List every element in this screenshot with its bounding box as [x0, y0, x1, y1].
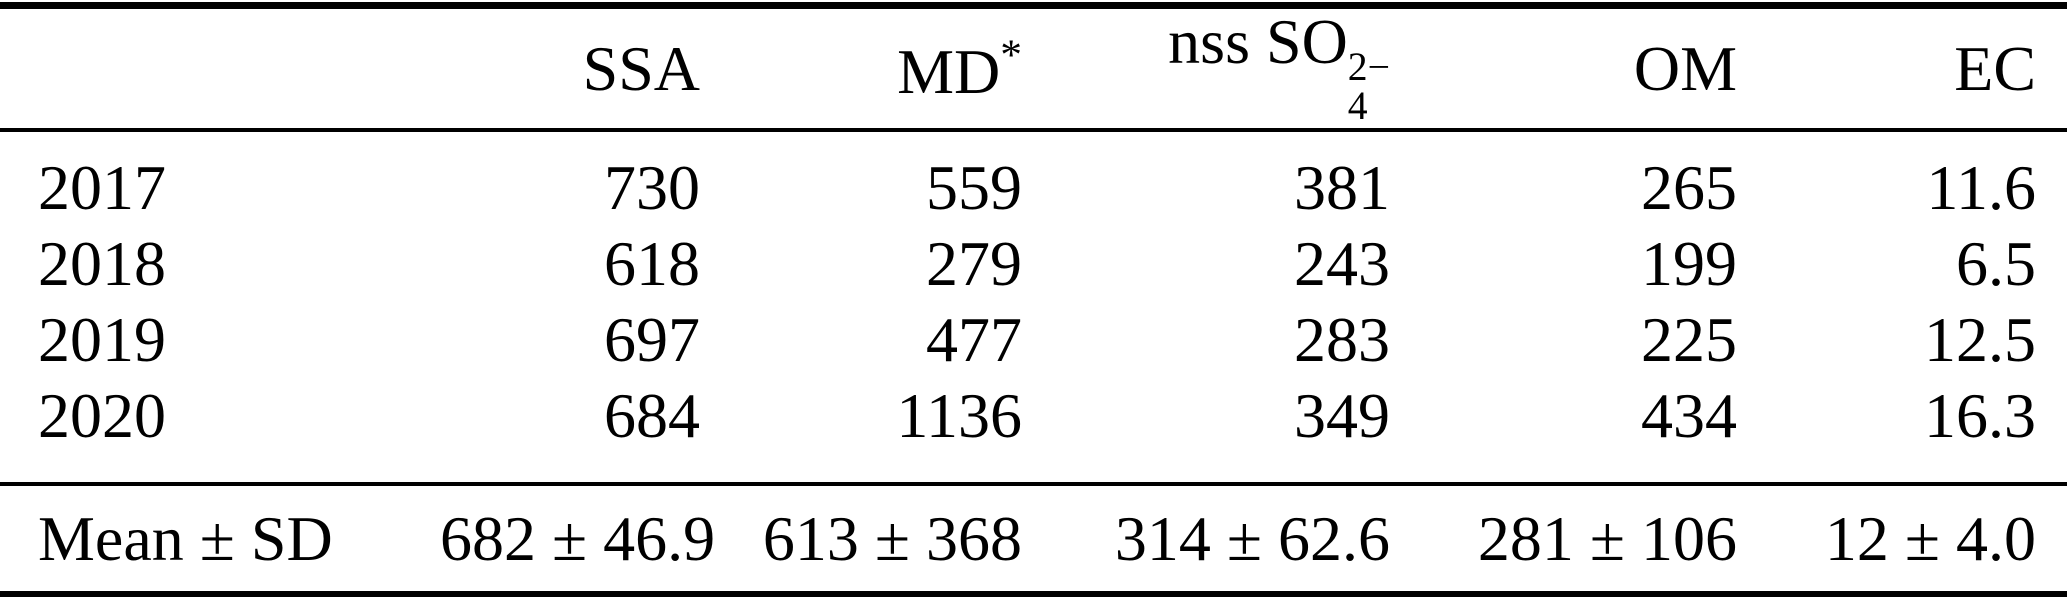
md-label: MD [897, 35, 1001, 107]
asterisk-superscript: * [1000, 30, 1022, 79]
col-header-ssa: SSA [440, 5, 700, 132]
cell-2020-md: 1136 [896, 380, 1022, 451]
col-header-ec: EC [1737, 5, 2067, 132]
col-header-md: MD* [700, 5, 1022, 132]
row-label-mean-sd: Mean ± SD [0, 482, 440, 594]
cell-2019-nss-sulfate: 283 [1294, 304, 1390, 375]
cell-2020-om: 434 [1641, 380, 1737, 451]
sulfate-ion-scripts: 2− 4 [1347, 44, 1390, 129]
row-label-2019: 2019 [38, 304, 166, 375]
table-row-mean-sd: Mean ± SD 682 ± 46.9 613 ± 368 314 ± 62.… [0, 482, 2067, 594]
cell-mean-ssa: 682 ± 46.9 [440, 482, 715, 594]
cell-2019-om: 225 [1641, 304, 1737, 375]
cell-2017-nss-sulfate: 381 [1294, 152, 1390, 223]
cell-2020-ec: 16.3 [1924, 380, 2036, 451]
cell-mean-md: 613 ± 368 [700, 482, 1022, 594]
nss-so-label: nss SO [1168, 5, 1348, 77]
table-header: SSA MD* nss SO 2− 4 OM EC [0, 5, 2067, 132]
table-summary: Mean ± SD 682 ± 46.9 613 ± 368 314 ± 62.… [0, 482, 2067, 594]
cell-mean-om: 281 ± 106 [1390, 482, 1737, 594]
sulfate-subscript: 4 [1347, 84, 1368, 129]
row-label-2017: 2017 [38, 152, 166, 223]
cell-2019-md: 477 [926, 304, 1022, 375]
header-row: SSA MD* nss SO 2− 4 OM EC [0, 5, 2067, 132]
cell-2018-ssa: 618 [604, 228, 700, 299]
cell-2017-ssa: 730 [604, 152, 700, 223]
row-label-2018: 2018 [38, 228, 166, 299]
table-row-2019: 2019 697 477 283 225 12.5 [0, 302, 2067, 378]
table-row-2020: 2020 684 1136 349 434 16.3 [0, 378, 2067, 484]
cell-2019-ec: 12.5 [1924, 304, 2036, 375]
cell-2017-ec: 11.6 [1926, 152, 2036, 223]
col-header-om: OM [1390, 5, 1737, 132]
cell-2018-nss-sulfate: 243 [1294, 228, 1390, 299]
table-row-2017: 2017 730 559 381 265 11.6 [0, 130, 2067, 226]
cell-2020-nss-sulfate: 349 [1294, 380, 1390, 451]
table-row-2018: 2018 618 279 243 199 6.5 [0, 226, 2067, 302]
cell-2018-om: 199 [1641, 228, 1737, 299]
sulfate-charge-superscript: 2− [1347, 44, 1390, 89]
cell-2017-om: 265 [1641, 152, 1737, 223]
cell-2019-ssa: 697 [604, 304, 700, 375]
row-label-2020: 2020 [38, 380, 166, 451]
cell-mean-nss-sulfate: 314 ± 62.6 [1022, 482, 1390, 594]
cell-2020-ssa: 684 [604, 380, 700, 451]
col-header-empty [0, 5, 440, 132]
cell-2018-md: 279 [926, 228, 1022, 299]
col-header-nss-sulfate: nss SO 2− 4 [1022, 5, 1390, 132]
table-body: 2017 730 559 381 265 11.6 2018 618 279 2… [0, 130, 2067, 484]
cell-mean-ec: 12 ± 4.0 [1737, 482, 2067, 594]
cell-2018-ec: 6.5 [1956, 228, 2036, 299]
cell-2017-md: 559 [926, 152, 1022, 223]
